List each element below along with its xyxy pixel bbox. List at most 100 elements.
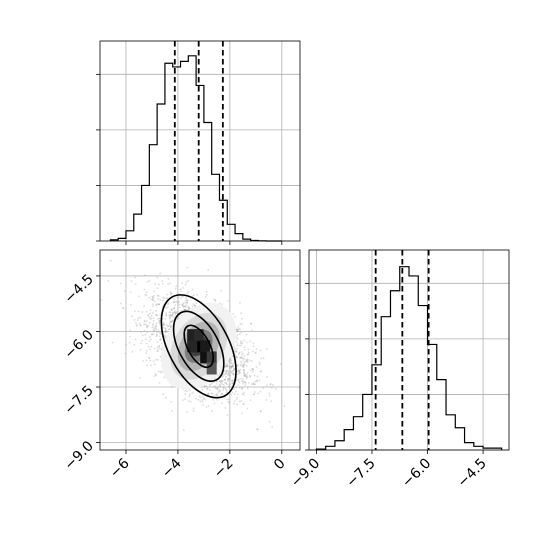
scatter-point [239, 323, 242, 325]
scatter-point [145, 291, 148, 294]
x-tick-label: −9.0 [288, 456, 323, 491]
scatter-point [223, 378, 226, 381]
scatter-point [231, 364, 234, 367]
scatter-point [173, 307, 175, 310]
scatter-point [178, 300, 180, 303]
scatter-point [229, 370, 232, 372]
scatter-point [228, 367, 231, 370]
scatter-point [133, 343, 136, 346]
scatter-point [240, 360, 242, 363]
scatter-point [243, 339, 246, 342]
scatter-point [250, 322, 253, 325]
scatter-point [239, 356, 242, 359]
scatter-point [188, 395, 191, 398]
scatter-point [241, 357, 243, 360]
scatter-point [229, 374, 232, 377]
x-tick-label: −6 [107, 455, 133, 481]
scatter-point [170, 309, 173, 311]
scatter-point [168, 328, 170, 331]
scatter-point [134, 310, 136, 313]
scatter-point [242, 357, 244, 359]
scatter-point [230, 367, 232, 370]
scatter-point [238, 333, 241, 336]
scatter-point [143, 320, 146, 323]
scatter-point [197, 398, 200, 401]
scatter-point [206, 387, 208, 390]
scatter-point [146, 243, 148, 245]
density-cell [187, 340, 198, 353]
scatter-point [188, 389, 191, 392]
scatter-point [179, 288, 182, 290]
scatter-point [241, 354, 243, 357]
scatter-point [232, 372, 234, 375]
scatter-point [145, 342, 148, 345]
y-tick-label: −9.0 [61, 438, 96, 473]
scatter-point [219, 390, 221, 393]
scatter-point [203, 385, 206, 388]
scatter-point [221, 381, 223, 383]
scatter-point [236, 328, 239, 331]
scatter-point [159, 313, 162, 316]
scatter-point [218, 373, 221, 376]
scatter-point [231, 382, 234, 385]
scatter-point [253, 374, 256, 377]
scatter-point [161, 280, 164, 283]
scatter-point [163, 323, 165, 326]
scatter-point [188, 307, 191, 310]
scatter-point [220, 379, 223, 382]
scatter-point [259, 390, 262, 393]
scatter-point [223, 370, 226, 372]
scatter-point [218, 380, 221, 383]
scatter-point [242, 363, 245, 366]
scatter-point [258, 361, 261, 364]
scatter-point [151, 333, 154, 336]
scatter-point [156, 276, 159, 279]
scatter-point [145, 320, 148, 322]
scatter-point [177, 296, 180, 299]
scatter-point [159, 339, 162, 341]
scatter-point [148, 357, 151, 360]
scatter-point [236, 329, 238, 331]
scatter-point [109, 259, 112, 262]
scatter-point [173, 301, 176, 304]
scatter-point [169, 326, 172, 329]
scatter-point [156, 331, 159, 334]
scatter-point [195, 397, 198, 400]
scatter-point [158, 283, 160, 286]
scatter-point [245, 364, 248, 367]
scatter-point [168, 314, 171, 317]
scatter-point [148, 336, 151, 338]
scatter-point [170, 401, 173, 403]
scatter-point [230, 393, 233, 396]
scatter-point [227, 400, 230, 403]
scatter-point [182, 429, 185, 432]
scatter-point [145, 326, 148, 329]
scatter-point [230, 362, 233, 365]
scatter-point [182, 305, 185, 308]
scatter-point [250, 382, 253, 385]
scatter-point [235, 386, 237, 389]
scatter-point [233, 368, 236, 370]
scatter-point [219, 385, 222, 388]
scatter-point [153, 327, 156, 330]
scatter-point [253, 393, 256, 395]
scatter-point [242, 380, 244, 383]
scatter-point [262, 357, 265, 360]
scatter-point [248, 374, 251, 377]
scatter-point [251, 368, 254, 370]
scatter-point [146, 364, 148, 367]
scatter-point [170, 385, 173, 388]
scatter-point [158, 344, 161, 347]
scatter-point [165, 327, 167, 330]
contour-line [183, 324, 215, 369]
scatter-point [192, 409, 195, 412]
scatter-point [157, 370, 160, 373]
scatter-point [247, 351, 250, 354]
scatter-point [159, 370, 162, 373]
scatter-point [205, 293, 208, 296]
scatter-point [216, 388, 219, 390]
scatter-point [232, 369, 235, 372]
scatter-point [178, 303, 181, 306]
scatter-point [166, 303, 169, 306]
scatter-point [245, 376, 248, 378]
